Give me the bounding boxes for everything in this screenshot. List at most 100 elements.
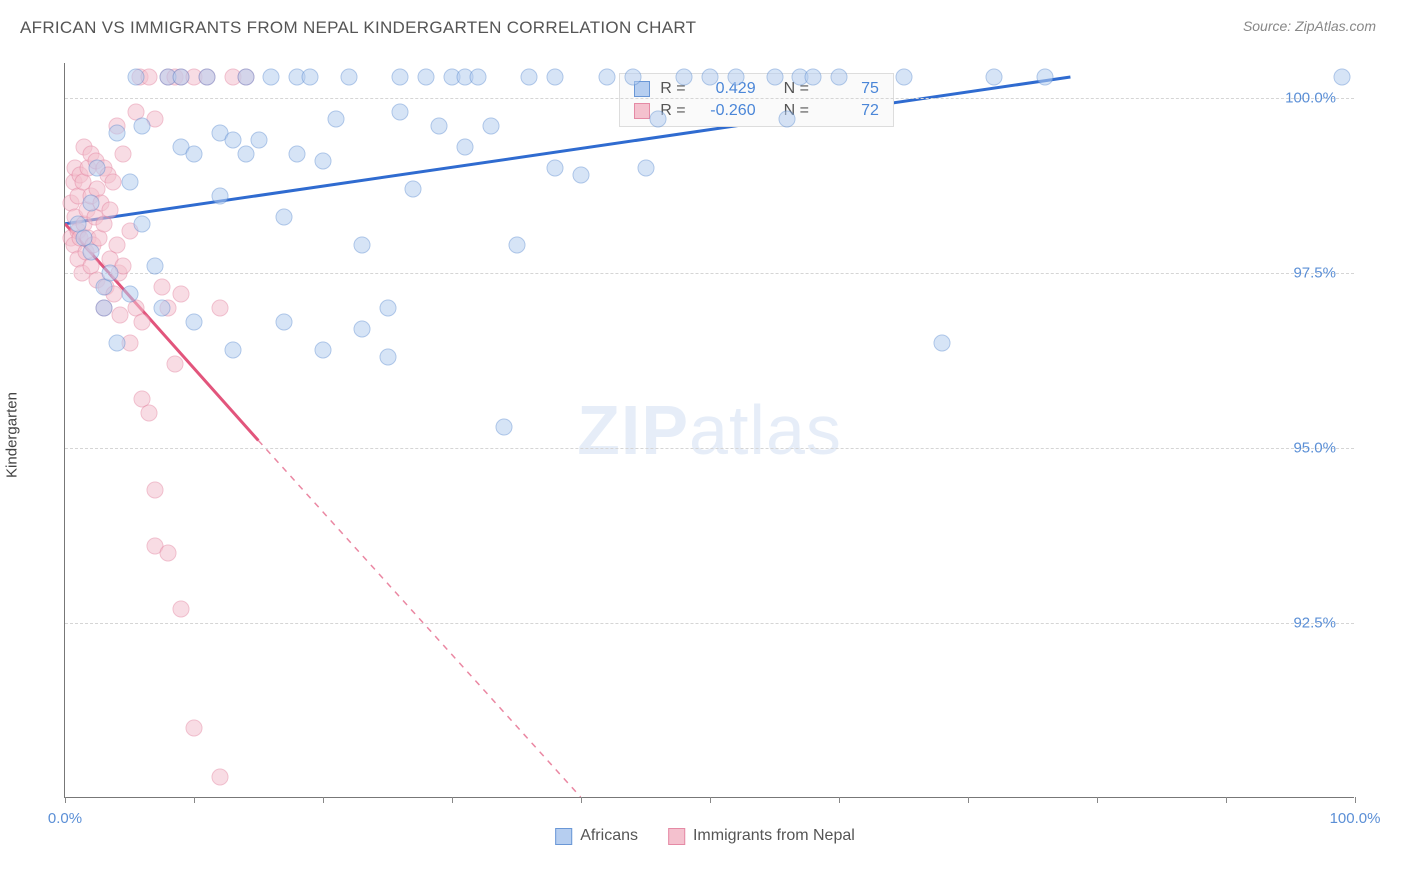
source-prefix: Source: xyxy=(1243,18,1295,34)
data-point xyxy=(173,286,190,303)
data-point xyxy=(650,111,667,128)
data-point xyxy=(237,146,254,163)
data-point xyxy=(224,342,241,359)
data-point xyxy=(211,188,228,205)
data-point xyxy=(173,601,190,618)
data-point xyxy=(456,139,473,156)
data-point xyxy=(934,335,951,352)
data-point xyxy=(127,69,144,86)
data-point xyxy=(102,202,119,219)
data-point xyxy=(327,111,344,128)
trend-line-extrapolation xyxy=(258,440,580,797)
data-point xyxy=(153,300,170,317)
data-point xyxy=(702,69,719,86)
data-point xyxy=(727,69,744,86)
xtick-mark xyxy=(1226,797,1227,803)
data-point xyxy=(508,237,525,254)
data-point xyxy=(263,69,280,86)
ytick-label: 100.0% xyxy=(1285,90,1336,107)
data-point xyxy=(140,405,157,422)
watermark-bold: ZIP xyxy=(577,391,689,469)
data-point xyxy=(186,314,203,331)
data-point xyxy=(405,181,422,198)
source-link[interactable]: ZipAtlas.com xyxy=(1295,18,1376,34)
xtick-mark xyxy=(710,797,711,803)
data-point xyxy=(134,314,151,331)
data-point xyxy=(289,146,306,163)
data-point xyxy=(147,258,164,275)
data-point xyxy=(831,69,848,86)
data-point xyxy=(302,69,319,86)
data-point xyxy=(224,132,241,149)
data-point xyxy=(315,153,332,170)
series-legend: Africans Immigrants from Nepal xyxy=(555,827,855,845)
data-point xyxy=(250,132,267,149)
data-point xyxy=(469,69,486,86)
data-point xyxy=(598,69,615,86)
n-value: 75 xyxy=(819,80,879,98)
data-point xyxy=(353,237,370,254)
data-point xyxy=(315,342,332,359)
data-point xyxy=(521,69,538,86)
data-point xyxy=(108,335,125,352)
gridline-h xyxy=(65,623,1354,624)
data-point xyxy=(637,160,654,177)
xtick-mark xyxy=(1355,797,1356,803)
series-legend-item: Africans xyxy=(555,827,638,845)
data-point xyxy=(1334,69,1351,86)
r-value: -0.260 xyxy=(696,102,756,120)
gridline-h xyxy=(65,273,1354,274)
data-point xyxy=(431,118,448,135)
chart-container: Kindergarten ZIPatlas R =0.429N =75R =-0… xyxy=(40,55,1370,815)
series-legend-item: Immigrants from Nepal xyxy=(668,827,855,845)
n-value: 72 xyxy=(819,102,879,120)
data-point xyxy=(121,286,138,303)
data-point xyxy=(1037,69,1054,86)
data-point xyxy=(108,125,125,142)
data-point xyxy=(104,174,121,191)
data-point xyxy=(495,419,512,436)
xtick-mark xyxy=(1097,797,1098,803)
data-point xyxy=(895,69,912,86)
data-point xyxy=(379,300,396,317)
data-point xyxy=(392,104,409,121)
ytick-label: 95.0% xyxy=(1293,440,1336,457)
legend-swatch xyxy=(555,828,572,845)
data-point xyxy=(147,482,164,499)
data-point xyxy=(198,69,215,86)
xtick-label: 100.0% xyxy=(1330,810,1381,827)
ytick-label: 92.5% xyxy=(1293,615,1336,632)
data-point xyxy=(121,174,138,191)
data-point xyxy=(134,118,151,135)
source-credit: Source: ZipAtlas.com xyxy=(1243,18,1376,34)
gridline-h xyxy=(65,98,1354,99)
data-point xyxy=(392,69,409,86)
legend-swatch xyxy=(634,103,650,119)
legend-swatch xyxy=(668,828,685,845)
data-point xyxy=(166,356,183,373)
data-point xyxy=(115,146,132,163)
data-point xyxy=(624,69,641,86)
data-point xyxy=(134,216,151,233)
data-point xyxy=(211,300,228,317)
xtick-mark xyxy=(323,797,324,803)
legend-label: Africans xyxy=(580,827,638,845)
data-point xyxy=(418,69,435,86)
data-point xyxy=(82,244,99,261)
data-point xyxy=(276,314,293,331)
xtick-mark xyxy=(194,797,195,803)
xtick-mark xyxy=(65,797,66,803)
legend-label: Immigrants from Nepal xyxy=(693,827,855,845)
data-point xyxy=(379,349,396,366)
data-point xyxy=(353,321,370,338)
data-point xyxy=(766,69,783,86)
data-point xyxy=(102,265,119,282)
data-point xyxy=(95,300,112,317)
data-point xyxy=(186,146,203,163)
data-point xyxy=(676,69,693,86)
xtick-mark xyxy=(968,797,969,803)
gridline-h xyxy=(65,448,1354,449)
data-point xyxy=(112,307,129,324)
xtick-mark xyxy=(581,797,582,803)
watermark-rest: atlas xyxy=(689,391,842,469)
